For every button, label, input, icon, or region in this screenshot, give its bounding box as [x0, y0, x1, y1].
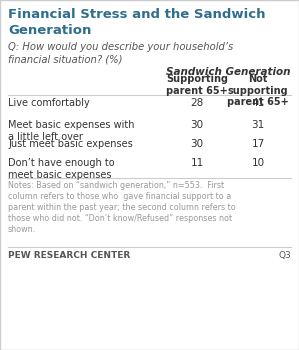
- Text: 31: 31: [251, 120, 265, 130]
- Text: 30: 30: [190, 139, 204, 149]
- Text: Meet basic expenses with
a little left over: Meet basic expenses with a little left o…: [8, 120, 135, 142]
- Text: Financial Stress and the Sandwich
Generation: Financial Stress and the Sandwich Genera…: [8, 8, 266, 37]
- Text: 10: 10: [251, 158, 265, 168]
- Text: Sandwich Generation: Sandwich Generation: [167, 67, 291, 77]
- Text: PEW RESEARCH CENTER: PEW RESEARCH CENTER: [8, 251, 130, 260]
- Text: Q: How would you describe your household’s
financial situation? (%): Q: How would you describe your household…: [8, 42, 233, 64]
- Text: 11: 11: [190, 158, 204, 168]
- Text: 30: 30: [190, 120, 204, 130]
- Text: Notes: Based on “sandwich generation,” n=553.  First
column refers to those who : Notes: Based on “sandwich generation,” n…: [8, 181, 236, 235]
- Text: Just meet basic expenses: Just meet basic expenses: [8, 139, 133, 149]
- Text: Q3: Q3: [278, 251, 291, 260]
- Text: Live comfortably: Live comfortably: [8, 98, 90, 108]
- Text: 41: 41: [251, 98, 265, 108]
- Text: 17: 17: [251, 139, 265, 149]
- Text: Supporting
parent 65+: Supporting parent 65+: [166, 74, 228, 96]
- Text: 28: 28: [190, 98, 204, 108]
- Text: Not
supporting
parent 65+: Not supporting parent 65+: [227, 74, 289, 107]
- Text: Don’t have enough to
meet basic expenses: Don’t have enough to meet basic expenses: [8, 158, 115, 180]
